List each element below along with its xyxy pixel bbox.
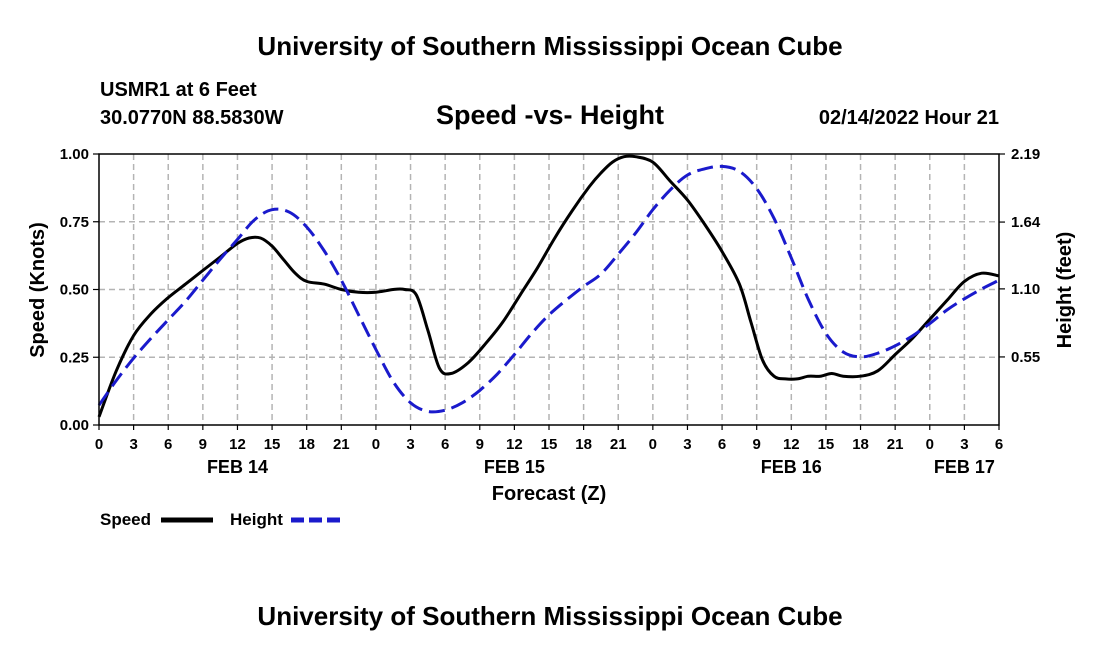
grid-lines [99,154,999,425]
x-tick-label: 12 [229,436,246,453]
y-axis-label: Speed (Knots) [27,222,49,358]
x-tick-label: 9 [476,436,484,453]
footer-title: University of Southern Mississippi Ocean… [257,601,842,631]
x-tick-label: 21 [887,436,904,453]
x-tick-label: 3 [683,436,691,453]
page-title: University of Southern Mississippi Ocean… [257,31,842,61]
y-tick-label: 0.25 [60,349,89,366]
x-tick-label: 6 [995,436,1003,453]
x-tick-label: 12 [506,436,523,453]
date-label: FEB 16 [761,457,822,477]
x-tick-label: 3 [406,436,414,453]
coordinates-label: 30.0770N 88.5830W [100,107,284,129]
x-axis-label: Forecast (Z) [492,483,606,505]
x-tick-label: 21 [610,436,627,453]
y2-tick-label: 1.10 [1011,281,1040,298]
x-tick-label: 18 [852,436,869,453]
y-tick-label: 1.00 [60,146,89,163]
x-tick-label: 3 [960,436,968,453]
y2-axis-label: Height (feet) [1054,232,1076,349]
x-tick-label: 15 [541,436,558,453]
speed-series-line [97,154,1000,418]
y-tick-label: 0.00 [60,417,89,434]
x-tick-label: 18 [575,436,592,453]
y2-tick-label: 0.55 [1011,349,1040,366]
x-tick-label: 6 [718,436,726,453]
y-tick-label: 0.50 [60,282,89,299]
x-tick-label: 21 [333,436,350,453]
station-label: USMR1 at 6 Feet [100,79,257,101]
x-tick-label: 6 [441,436,449,453]
x-tick-label: 0 [649,436,657,453]
chart-title: Speed -vs- Height [436,100,664,130]
x-tick-label: 15 [264,436,281,453]
date-label: FEB 15 [484,457,545,477]
date-label: FEB 17 [934,457,995,477]
x-tick-label: 0 [926,436,934,453]
x-tick-label: 0 [372,436,380,453]
y-tick-label: 0.75 [60,214,89,231]
x-tick-label: 18 [298,436,315,453]
x-tick-label: 0 [95,436,103,453]
x-tick-label: 12 [783,436,800,453]
date-label: FEB 14 [207,457,268,477]
axis-ticks: 0 3 6 9 12 15 18 21 0 3 6 9 12 15 18 21 0 3 6 9 12 15 18 21 0 3 6 0… [60,146,1041,477]
data-series [97,154,1000,418]
x-tick-label: 15 [818,436,835,453]
height-series-line [97,164,1000,414]
y2-tick-label: 2.19 [1011,146,1040,163]
legend-speed-label: Speed [100,510,151,529]
legend-height-label: Height [230,510,283,529]
x-tick-label: 6 [164,436,172,453]
x-tick-label: 9 [199,436,207,453]
x-tick-label: 3 [129,436,137,453]
timestamp-label: 02/14/2022 Hour 21 [819,107,999,129]
x-tick-label: 9 [753,436,761,453]
legend: Speed Height [100,510,343,529]
y2-tick-label: 1.64 [1011,214,1041,231]
